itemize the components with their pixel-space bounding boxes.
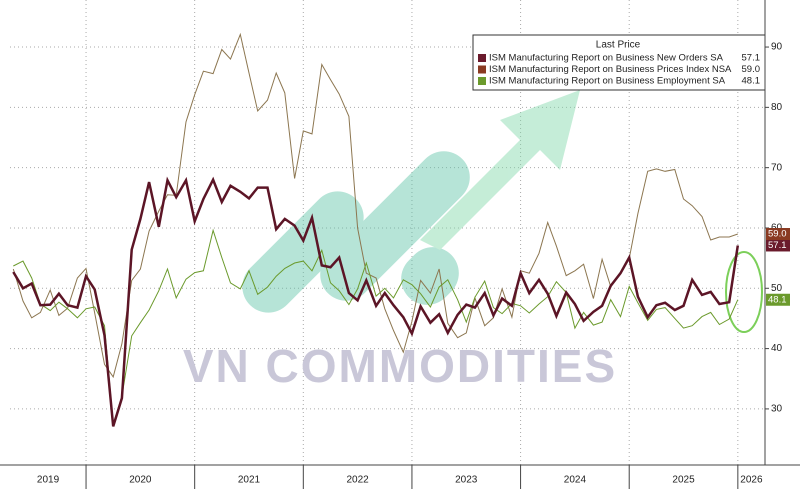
legend: Last Price ISM Manufacturing Report on B… bbox=[472, 34, 766, 91]
x-tick-label: 2021 bbox=[238, 475, 261, 486]
grid bbox=[10, 0, 765, 465]
series-line bbox=[12, 176, 740, 427]
legend-value: 57.1 bbox=[742, 53, 761, 64]
highlight-ellipse bbox=[725, 251, 763, 333]
last-value-tag bbox=[766, 293, 790, 306]
x-tick-label: 2019 bbox=[37, 475, 60, 486]
legend-swatch bbox=[478, 65, 486, 74]
last-value-tag bbox=[766, 239, 790, 252]
y-tick-label: 40 bbox=[771, 343, 783, 354]
legend-title: Last Price bbox=[596, 40, 641, 51]
x-tick-label: 2020 bbox=[129, 475, 152, 486]
legend-box bbox=[472, 34, 766, 91]
legend-swatch bbox=[478, 77, 486, 85]
last-value-tag-label: 59.0 bbox=[768, 229, 787, 240]
y-tick-label: 50 bbox=[771, 283, 783, 294]
legend-label: ISM Manufacturing Report on Business Pri… bbox=[489, 64, 732, 75]
watermark: VN COMMODITIES bbox=[183, 340, 617, 392]
watermark-shape bbox=[320, 151, 470, 301]
legend-swatch bbox=[478, 54, 486, 62]
legend-label: ISM Manufacturing Report on Business New… bbox=[489, 53, 724, 64]
x-tick-label: 2026 bbox=[740, 475, 763, 486]
watermark-arrow bbox=[420, 90, 580, 250]
y-tick-label: 90 bbox=[771, 42, 783, 53]
last-value-tag-label: 48.1 bbox=[768, 294, 787, 305]
decoration bbox=[242, 90, 580, 313]
series-line bbox=[13, 228, 739, 425]
last-value-tag bbox=[766, 228, 790, 241]
x-tick-label: 2024 bbox=[564, 475, 587, 486]
legend-value: 48.1 bbox=[742, 76, 761, 87]
watermark-shape bbox=[401, 247, 459, 305]
legend-value: 59.0 bbox=[742, 64, 761, 75]
x-tick-label: 2022 bbox=[347, 475, 370, 486]
x-tick-label: 2025 bbox=[672, 475, 695, 486]
y-tick-label: 30 bbox=[771, 404, 783, 415]
last-value-tag-label: 57.1 bbox=[768, 240, 787, 251]
legend-label: ISM Manufacturing Report on Business Emp… bbox=[489, 76, 726, 87]
x-tick-label: 2023 bbox=[455, 475, 478, 486]
y-tick-label: 80 bbox=[771, 102, 783, 113]
y-tick-label: 70 bbox=[771, 162, 783, 173]
watermark-shape bbox=[242, 191, 364, 313]
